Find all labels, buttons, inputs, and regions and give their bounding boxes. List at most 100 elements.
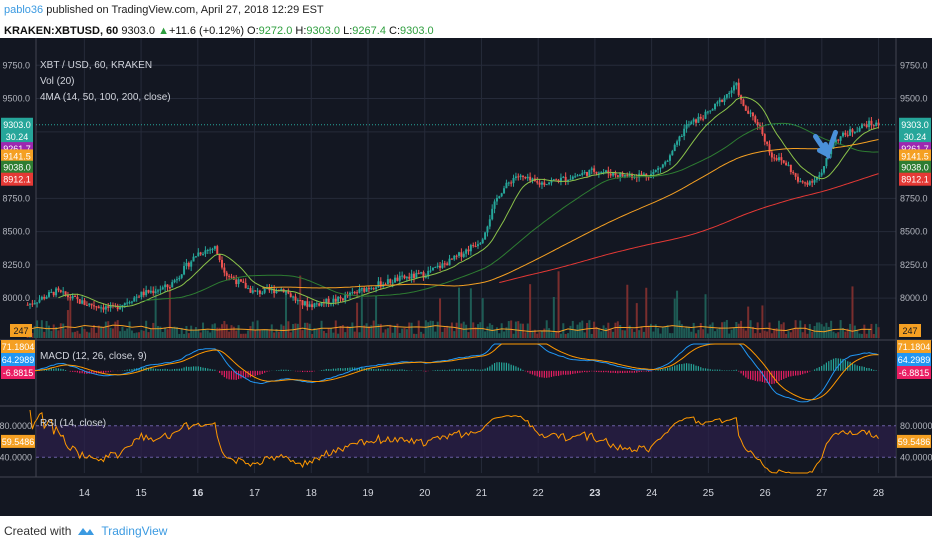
candle-body (36, 302, 39, 304)
volume-bar (230, 325, 233, 338)
candle-body (441, 263, 444, 268)
volume-bar (735, 322, 738, 338)
candle-body (749, 112, 752, 114)
volume-bar (706, 333, 709, 338)
volume-bar (332, 332, 335, 338)
candle-body (126, 302, 129, 304)
arrow-annotation (812, 129, 838, 160)
candle-body (448, 258, 451, 266)
volume-bar (325, 333, 328, 338)
price-badge-left: 9141.5 (3, 151, 31, 161)
price-badge-right: 9038.0 (901, 163, 929, 173)
volume-bar (766, 331, 769, 338)
volume-bar (680, 324, 683, 338)
candle-body (299, 300, 302, 302)
candle-body (190, 261, 193, 267)
price-badge-right: 9303.0 (901, 120, 929, 130)
volume-bar (825, 322, 828, 338)
x-tick-label: 20 (419, 488, 431, 499)
volume-bar (484, 331, 487, 338)
volume-bar (263, 329, 266, 338)
volume-bar (751, 326, 754, 338)
volume-bar (616, 321, 619, 338)
candle-body (775, 158, 778, 161)
candle-body (756, 122, 759, 126)
volume-bar (668, 333, 671, 338)
volume-bar (635, 303, 638, 338)
candle-body (78, 299, 81, 304)
candle-body (199, 252, 202, 255)
volume-bar (628, 325, 631, 338)
tradingview-link[interactable]: TradingView (101, 524, 168, 538)
candle-body (510, 182, 513, 184)
volume-bar (567, 333, 570, 338)
author-link[interactable]: pablo36 (4, 4, 44, 16)
candle-body (168, 287, 171, 289)
volume-bar (500, 323, 503, 338)
volume-bar (83, 329, 86, 338)
candle-body (220, 259, 223, 268)
candle-body (714, 103, 717, 110)
candle-body (495, 198, 498, 202)
chart-canvas[interactable]: 9750.09750.09500.09500.09250.09250.08750… (0, 38, 932, 516)
volume-bar (865, 333, 868, 338)
ma-200-line (499, 173, 879, 283)
candle-body (202, 253, 205, 255)
candle-body (870, 120, 873, 126)
candle-body (844, 132, 847, 135)
rsi-badge-left: 59.5486 (2, 437, 35, 447)
candle-body (711, 109, 714, 111)
moving-averages (58, 96, 879, 308)
volume-bar (780, 324, 783, 338)
x-tick-label: 27 (816, 488, 828, 499)
candle-body (372, 288, 375, 290)
candle-body (450, 258, 453, 260)
candle-body (379, 281, 382, 287)
volume-bar (303, 322, 306, 338)
candle-body (334, 298, 337, 302)
candle-body (206, 249, 209, 251)
candle-body (417, 272, 420, 274)
volume-bar (858, 333, 861, 338)
candle-body (804, 182, 807, 184)
candle-body (763, 134, 766, 142)
volume-bar (687, 326, 690, 338)
candle-body (367, 288, 370, 290)
candle-body (171, 282, 174, 288)
volume-bar (749, 320, 752, 338)
candle-body (564, 176, 567, 182)
candle-body (586, 171, 589, 176)
volume-bar (289, 332, 292, 338)
candle-body (389, 279, 392, 283)
candle-body (628, 174, 631, 177)
candle-body (536, 181, 539, 183)
candle-body (346, 295, 349, 297)
candle-body (834, 139, 837, 143)
volume-bar (152, 322, 155, 338)
candle-body (751, 112, 754, 117)
symbol-label[interactable]: KRAKEN:XBTUSD, 60 (4, 25, 119, 37)
ma-50-line (143, 122, 879, 302)
volume-bar (834, 333, 837, 338)
candle-body (846, 134, 849, 136)
volume-bar (623, 330, 626, 338)
volume-bar (697, 329, 700, 338)
volume-bar (787, 331, 790, 338)
volume-bar (823, 326, 826, 338)
candle-body (642, 173, 645, 175)
candle-body (472, 245, 475, 247)
footer: Created with TradingView (4, 524, 167, 538)
volume-bar (81, 327, 84, 338)
candle-body (254, 290, 257, 292)
candle-body (341, 298, 344, 301)
volume-bar (261, 329, 264, 338)
candle-body (616, 175, 619, 177)
volume-bar (495, 327, 498, 338)
volume-bar (856, 330, 859, 338)
volume-bar (548, 328, 551, 338)
volume-bar (121, 326, 124, 338)
volume-bar (827, 326, 830, 338)
high-value: 9303.0 (306, 25, 341, 37)
candle-body (130, 301, 133, 303)
candle-body (386, 279, 389, 285)
